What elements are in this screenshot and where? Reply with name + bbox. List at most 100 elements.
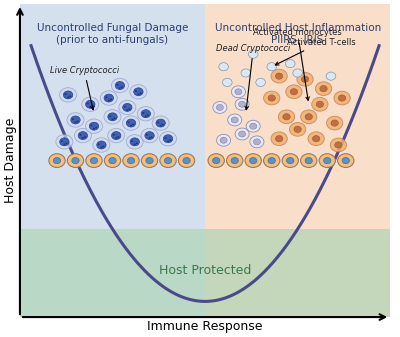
Circle shape: [164, 137, 166, 139]
Circle shape: [267, 63, 276, 71]
Text: Uncontrolled Host Inflammation
PIIRS, IRIS: Uncontrolled Host Inflammation PIIRS, IR…: [214, 23, 381, 44]
Circle shape: [93, 128, 95, 129]
Circle shape: [60, 138, 69, 146]
Circle shape: [286, 60, 295, 68]
Circle shape: [114, 117, 116, 119]
Circle shape: [145, 115, 147, 117]
Circle shape: [293, 69, 302, 77]
Bar: [205, 4, 390, 317]
Text: Live Cryptococci: Live Cryptococci: [50, 66, 119, 110]
Circle shape: [87, 103, 89, 104]
Circle shape: [84, 136, 86, 138]
Circle shape: [108, 113, 117, 121]
Circle shape: [100, 91, 117, 105]
Circle shape: [79, 134, 81, 136]
Circle shape: [235, 98, 249, 110]
Text: Dead Cryptococci: Dead Cryptococci: [216, 44, 290, 110]
Circle shape: [167, 141, 169, 142]
Text: Uncontrolled Fungal Damage
(prior to anti-fungals): Uncontrolled Fungal Damage (prior to ant…: [37, 23, 188, 44]
Circle shape: [141, 110, 150, 118]
Circle shape: [100, 147, 102, 148]
Circle shape: [235, 89, 242, 95]
Circle shape: [67, 154, 84, 167]
Circle shape: [115, 137, 117, 139]
Circle shape: [90, 157, 98, 164]
Circle shape: [64, 93, 66, 95]
Circle shape: [109, 115, 111, 117]
Circle shape: [160, 125, 162, 126]
Circle shape: [301, 76, 309, 82]
Circle shape: [86, 100, 95, 108]
Circle shape: [326, 72, 336, 80]
Circle shape: [312, 135, 320, 142]
Circle shape: [135, 90, 137, 92]
X-axis label: Immune Response: Immune Response: [147, 320, 263, 333]
Circle shape: [326, 116, 343, 130]
Circle shape: [86, 154, 102, 167]
Circle shape: [231, 117, 238, 123]
Circle shape: [117, 136, 119, 138]
Circle shape: [123, 103, 132, 111]
Circle shape: [53, 157, 61, 164]
Circle shape: [89, 106, 91, 108]
Circle shape: [222, 78, 232, 87]
Circle shape: [308, 132, 324, 146]
Circle shape: [297, 72, 313, 86]
Circle shape: [331, 120, 338, 126]
Circle shape: [334, 91, 350, 105]
Circle shape: [130, 125, 132, 126]
Circle shape: [246, 120, 260, 132]
Circle shape: [283, 114, 290, 120]
Circle shape: [305, 157, 312, 164]
Circle shape: [72, 157, 79, 164]
Circle shape: [122, 116, 140, 130]
Text: Activated monocytes: Activated monocytes: [253, 28, 342, 100]
Circle shape: [276, 73, 283, 79]
Circle shape: [250, 157, 257, 164]
Circle shape: [67, 97, 69, 98]
Circle shape: [127, 157, 135, 164]
Circle shape: [228, 114, 242, 126]
Circle shape: [90, 125, 92, 126]
Circle shape: [156, 119, 165, 127]
Circle shape: [108, 100, 110, 101]
Circle shape: [152, 116, 169, 130]
Circle shape: [294, 126, 301, 132]
Circle shape: [111, 78, 128, 93]
Circle shape: [112, 119, 114, 120]
Circle shape: [282, 154, 298, 167]
Circle shape: [338, 95, 346, 101]
Circle shape: [220, 137, 227, 143]
Circle shape: [160, 131, 176, 146]
Circle shape: [140, 92, 142, 94]
Text: Activated T-cells: Activated T-cells: [275, 38, 355, 65]
Circle shape: [338, 154, 354, 167]
Circle shape: [286, 85, 302, 99]
Circle shape: [256, 78, 266, 87]
Circle shape: [268, 157, 275, 164]
Circle shape: [169, 139, 171, 141]
Circle shape: [264, 154, 280, 167]
Circle shape: [319, 154, 336, 167]
Circle shape: [108, 128, 125, 143]
Circle shape: [104, 110, 121, 124]
Circle shape: [63, 144, 65, 145]
Circle shape: [148, 137, 150, 139]
Circle shape: [183, 157, 190, 164]
Circle shape: [316, 82, 332, 95]
Circle shape: [63, 91, 73, 99]
Circle shape: [113, 134, 115, 136]
Circle shape: [71, 116, 80, 124]
Circle shape: [212, 157, 220, 164]
Circle shape: [93, 138, 110, 152]
Circle shape: [208, 154, 224, 167]
Circle shape: [248, 50, 258, 58]
Circle shape: [146, 157, 153, 164]
Circle shape: [164, 157, 172, 164]
Circle shape: [130, 85, 147, 99]
Circle shape: [112, 132, 121, 140]
Circle shape: [213, 101, 227, 113]
Circle shape: [301, 154, 317, 167]
Circle shape: [110, 99, 112, 100]
Circle shape: [271, 69, 287, 83]
